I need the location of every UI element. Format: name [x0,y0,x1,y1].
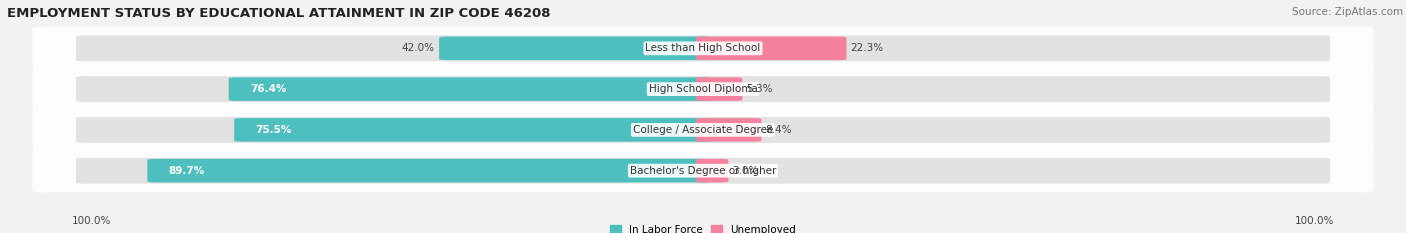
Text: 8.4%: 8.4% [766,125,792,135]
Text: College / Associate Degree: College / Associate Degree [633,125,773,135]
FancyBboxPatch shape [76,117,711,143]
FancyBboxPatch shape [696,77,742,101]
Text: 100.0%: 100.0% [72,216,111,226]
FancyBboxPatch shape [76,35,711,61]
FancyBboxPatch shape [32,67,1374,111]
Text: 76.4%: 76.4% [250,84,287,94]
FancyBboxPatch shape [235,118,710,142]
FancyBboxPatch shape [76,76,711,102]
Text: 22.3%: 22.3% [851,43,884,53]
FancyBboxPatch shape [695,117,1330,143]
FancyBboxPatch shape [76,158,711,184]
Text: EMPLOYMENT STATUS BY EDUCATIONAL ATTAINMENT IN ZIP CODE 46208: EMPLOYMENT STATUS BY EDUCATIONAL ATTAINM… [7,7,551,20]
Text: High School Diploma: High School Diploma [648,84,758,94]
FancyBboxPatch shape [696,159,728,182]
Text: 100.0%: 100.0% [1295,216,1334,226]
Text: 42.0%: 42.0% [402,43,434,53]
Text: Source: ZipAtlas.com: Source: ZipAtlas.com [1292,7,1403,17]
FancyBboxPatch shape [229,77,710,101]
FancyBboxPatch shape [32,108,1374,152]
Legend: In Labor Force, Unemployed: In Labor Force, Unemployed [606,221,800,233]
FancyBboxPatch shape [696,37,846,60]
Text: Bachelor's Degree or higher: Bachelor's Degree or higher [630,166,776,176]
Text: 5.3%: 5.3% [747,84,773,94]
FancyBboxPatch shape [32,149,1374,193]
FancyBboxPatch shape [439,37,710,60]
FancyBboxPatch shape [32,26,1374,70]
Text: 3.0%: 3.0% [733,166,759,176]
Text: 75.5%: 75.5% [256,125,291,135]
Text: Less than High School: Less than High School [645,43,761,53]
FancyBboxPatch shape [695,76,1330,102]
FancyBboxPatch shape [695,35,1330,61]
FancyBboxPatch shape [696,118,762,142]
FancyBboxPatch shape [695,158,1330,184]
Text: 89.7%: 89.7% [169,166,205,176]
FancyBboxPatch shape [148,159,710,182]
